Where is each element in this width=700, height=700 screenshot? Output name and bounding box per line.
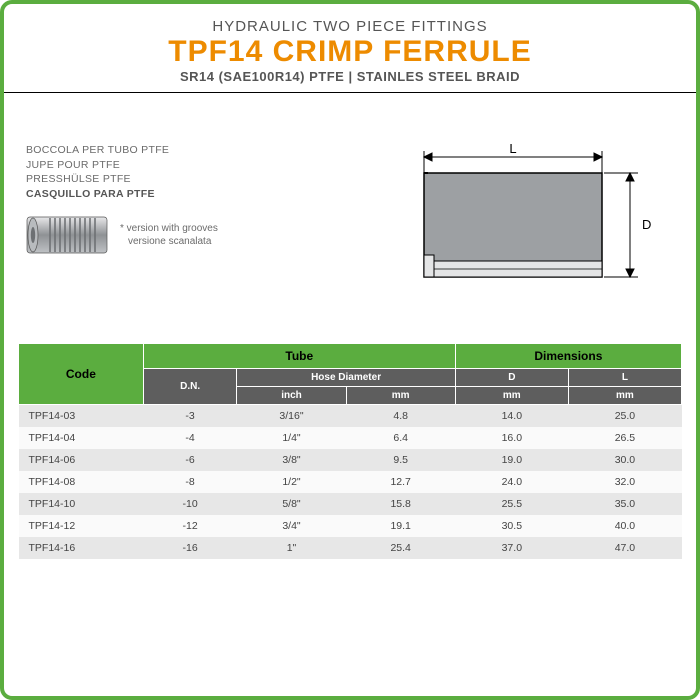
left-block: BOCCOLA PER TUBO PTFE JUPE POUR PTFE PRE…	[26, 143, 344, 254]
cell-code: TPF14-12	[19, 515, 144, 537]
table-row: TPF14-03-33/16"4.814.025.0	[19, 405, 682, 428]
table-row: TPF14-06-63/8"9.519.030.0	[19, 449, 682, 471]
cell-L: 30.0	[568, 449, 681, 471]
th-dn: D.N.	[143, 369, 237, 405]
cell-dn: -12	[143, 515, 237, 537]
table-row: TPF14-16-161"25.437.047.0	[19, 537, 682, 559]
diagram-label-D: D	[642, 217, 651, 232]
translations: BOCCOLA PER TUBO PTFE JUPE POUR PTFE PRE…	[26, 143, 344, 202]
translation-es: CASQUILLO PARA PTFE	[26, 187, 344, 202]
th-D: D	[455, 369, 568, 387]
right-block: L D	[344, 143, 668, 303]
cell-code: TPF14-10	[19, 493, 144, 515]
cell-code: TPF14-03	[19, 405, 144, 428]
cell-mm: 19.1	[346, 515, 455, 537]
data-table-wrap: Code Tube Dimensions D.N. Hose Diameter …	[4, 343, 696, 559]
th-inch: inch	[237, 387, 346, 405]
table-row: TPF14-08-81/2"12.724.032.0	[19, 471, 682, 493]
cell-L: 35.0	[568, 493, 681, 515]
cell-mm: 9.5	[346, 449, 455, 471]
cell-inch: 3/4"	[237, 515, 346, 537]
cell-inch: 1"	[237, 537, 346, 559]
cell-L: 25.0	[568, 405, 681, 428]
cell-dn: -4	[143, 427, 237, 449]
th-dimensions: Dimensions	[455, 344, 681, 369]
cell-L: 32.0	[568, 471, 681, 493]
cell-D: 24.0	[455, 471, 568, 493]
document-page: HYDRAULIC TWO PIECE FITTINGS TPF14 CRIMP…	[0, 0, 700, 700]
cell-dn: -6	[143, 449, 237, 471]
cell-D: 16.0	[455, 427, 568, 449]
dimension-diagram: L D	[398, 143, 658, 303]
cell-L: 40.0	[568, 515, 681, 537]
table-head: Code Tube Dimensions D.N. Hose Diameter …	[19, 344, 682, 405]
data-table: Code Tube Dimensions D.N. Hose Diameter …	[18, 343, 682, 559]
th-tube: Tube	[143, 344, 455, 369]
cell-code: TPF14-04	[19, 427, 144, 449]
ferrule-thumbnail-icon	[26, 216, 108, 254]
note-line2: versione scanalata	[120, 235, 218, 248]
cell-L: 47.0	[568, 537, 681, 559]
cell-inch: 3/8"	[237, 449, 346, 471]
diagram-label-L: L	[509, 143, 516, 156]
cell-mm: 4.8	[346, 405, 455, 428]
mid-section: BOCCOLA PER TUBO PTFE JUPE POUR PTFE PRE…	[4, 93, 696, 343]
th-mm-D: mm	[455, 387, 568, 405]
cell-dn: -3	[143, 405, 237, 428]
cell-mm: 6.4	[346, 427, 455, 449]
translation-de: PRESSHÜLSE PTFE	[26, 172, 344, 187]
groove-note: * version with grooves versione scanalat…	[120, 222, 218, 248]
th-mm-L: mm	[568, 387, 681, 405]
th-L: L	[568, 369, 681, 387]
table-row: TPF14-04-41/4"6.416.026.5	[19, 427, 682, 449]
cell-dn: -16	[143, 537, 237, 559]
cell-L: 26.5	[568, 427, 681, 449]
cell-code: TPF14-08	[19, 471, 144, 493]
cell-D: 30.5	[455, 515, 568, 537]
table-row: TPF14-10-105/8"15.825.535.0	[19, 493, 682, 515]
cell-mm: 12.7	[346, 471, 455, 493]
header-category: HYDRAULIC TWO PIECE FITTINGS	[14, 18, 686, 35]
cell-D: 14.0	[455, 405, 568, 428]
cell-dn: -8	[143, 471, 237, 493]
cell-inch: 1/2"	[237, 471, 346, 493]
icon-row: * version with grooves versione scanalat…	[26, 216, 344, 254]
header: HYDRAULIC TWO PIECE FITTINGS TPF14 CRIMP…	[4, 4, 696, 93]
cell-inch: 1/4"	[237, 427, 346, 449]
cell-code: TPF14-06	[19, 449, 144, 471]
th-hose-diameter: Hose Diameter	[237, 369, 455, 387]
cell-mm: 15.8	[346, 493, 455, 515]
cell-D: 37.0	[455, 537, 568, 559]
header-subtitle: SR14 (SAE100R14) PTFE | STAINLES STEEL B…	[14, 69, 686, 84]
translation-it: BOCCOLA PER TUBO PTFE	[26, 143, 344, 158]
translation-fr: JUPE POUR PTFE	[26, 158, 344, 173]
cell-dn: -10	[143, 493, 237, 515]
cell-mm: 25.4	[346, 537, 455, 559]
th-code: Code	[19, 344, 144, 405]
cell-code: TPF14-16	[19, 537, 144, 559]
table-body: TPF14-03-33/16"4.814.025.0TPF14-04-41/4"…	[19, 405, 682, 560]
note-line1: * version with grooves	[120, 222, 218, 235]
cell-D: 25.5	[455, 493, 568, 515]
table-row: TPF14-12-123/4"19.130.540.0	[19, 515, 682, 537]
cell-D: 19.0	[455, 449, 568, 471]
th-mm: mm	[346, 387, 455, 405]
header-title: TPF14 CRIMP FERRULE	[14, 35, 686, 69]
cell-inch: 3/16"	[237, 405, 346, 428]
cell-inch: 5/8"	[237, 493, 346, 515]
